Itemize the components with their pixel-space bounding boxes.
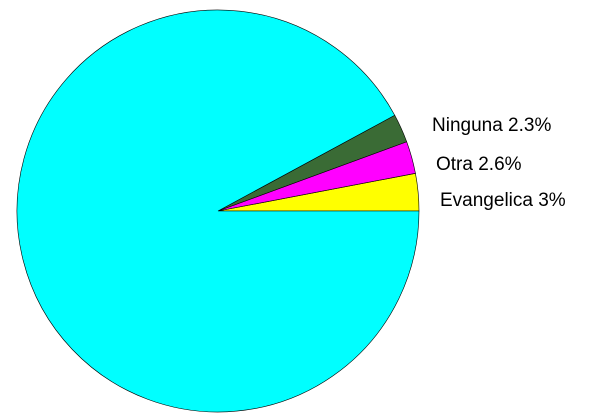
pie-slice-main <box>16 9 420 413</box>
pie-labels: Ninguna 2.3% Otra 2.6% Evangelica 3% <box>432 115 566 211</box>
pie-slices <box>16 9 420 413</box>
slice-label-evangelica: Evangelica 3% <box>440 190 566 211</box>
slice-label-ninguna: Ninguna 2.3% <box>432 115 551 136</box>
slice-label-otra: Otra 2.6% <box>436 154 522 175</box>
